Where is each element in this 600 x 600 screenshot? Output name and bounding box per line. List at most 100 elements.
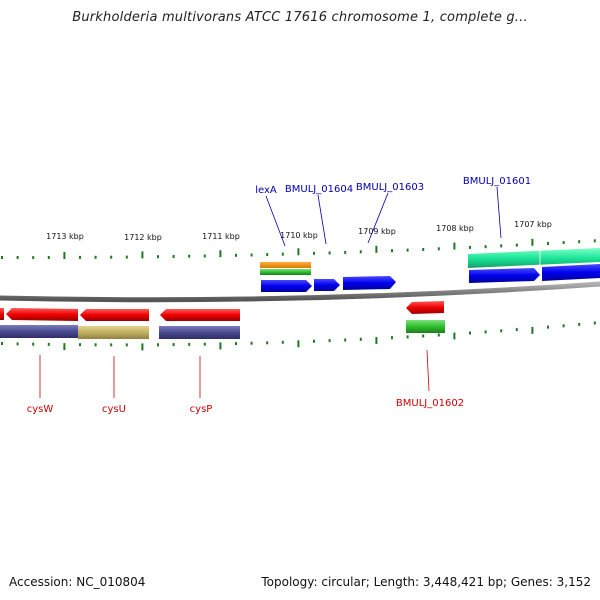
gene-feature-green-small[interactable] [260, 269, 311, 275]
minor-tick [391, 336, 393, 340]
minor-tick [266, 341, 269, 345]
accession-text: Accession: NC_010804 [9, 575, 146, 589]
scale-ticks-bottom [1, 321, 596, 351]
minor-tick [328, 251, 331, 255]
minor-tick [484, 245, 487, 249]
gene-cysP[interactable] [160, 309, 240, 321]
minor-tick [157, 255, 159, 259]
minor-tick [562, 324, 565, 328]
major-tick [375, 337, 378, 344]
minor-tick [437, 333, 440, 337]
minor-tick [32, 256, 35, 260]
minor-tick [203, 254, 206, 258]
minor-tick [188, 342, 191, 346]
minor-tick [266, 253, 269, 257]
minor-tick [359, 337, 362, 341]
minor-tick [547, 325, 549, 329]
scale-label-1709: 1709 kbp [358, 227, 396, 236]
minor-tick [547, 242, 549, 245]
gene-bmulj-01603[interactable] [343, 276, 396, 290]
minor-tick [328, 339, 331, 343]
minor-tick [313, 339, 315, 343]
minor-tick [515, 328, 518, 332]
minor-tick [391, 249, 393, 253]
minor-tick [281, 252, 284, 256]
minor-tick [1, 342, 3, 345]
major-tick [453, 242, 456, 250]
gene-cysW[interactable] [6, 308, 78, 321]
major-tick [219, 250, 222, 258]
gene-feature-orange[interactable] [260, 262, 311, 268]
major-tick [141, 343, 144, 351]
gene-feature-teal[interactable] [468, 248, 600, 268]
gene-reverse-left-edge[interactable] [0, 308, 4, 320]
gene-feature-khaki[interactable] [78, 326, 149, 339]
minor-tick [406, 335, 409, 339]
minor-tick [515, 243, 518, 247]
minor-tick [47, 256, 50, 259]
minor-tick [110, 343, 113, 347]
scale-label-1711: 1711 kbp [202, 232, 240, 241]
gene-feature-navy-1[interactable] [0, 325, 78, 338]
scale-label-1713: 1713 kbp [46, 232, 84, 241]
minor-tick [422, 334, 425, 338]
scale-label-1708: 1708 kbp [436, 224, 474, 233]
minor-tick [16, 342, 19, 346]
major-tick [141, 251, 144, 259]
minor-tick [1, 256, 3, 259]
map-title: Burkholderia multivorans ATCC 17616 chro… [72, 10, 528, 25]
minor-tick [47, 342, 50, 346]
gene-label-bmulj-01603: BMULJ_01603 [356, 182, 424, 193]
minor-tick [172, 343, 175, 347]
minor-tick [250, 341, 253, 345]
gene-forward-right[interactable] [542, 264, 600, 281]
minor-tick [578, 240, 581, 244]
gene-label-cysU: cysU [102, 404, 126, 415]
minor-tick [469, 331, 471, 335]
major-tick [531, 238, 534, 246]
minor-tick [157, 343, 159, 347]
minor-tick [500, 329, 503, 333]
gene-feature-green-rev[interactable] [406, 320, 445, 333]
minor-tick [469, 245, 471, 249]
gene-cysU[interactable] [80, 309, 149, 321]
scale-ticks-top [1, 238, 596, 260]
gene-label-bmulj-01602: BMULJ_01602 [396, 398, 464, 409]
minor-tick [94, 255, 97, 259]
gene-bmulj-01601[interactable] [469, 268, 540, 283]
minor-tick [437, 247, 440, 251]
minor-tick [188, 254, 191, 258]
minor-tick [250, 253, 253, 257]
gene-lexA[interactable] [261, 280, 312, 292]
minor-tick [125, 255, 128, 259]
gene-bmulj-01602[interactable] [406, 301, 444, 314]
chromosome-backbone [0, 281, 600, 303]
minor-tick [79, 255, 81, 259]
major-tick [297, 248, 300, 256]
major-tick [63, 343, 66, 351]
forward-genes [260, 248, 600, 292]
minor-tick [16, 256, 19, 259]
minor-tick [203, 342, 206, 346]
gene-label-bmulj-01604: BMULJ_01604 [285, 184, 353, 195]
leader-lines-bottom [39, 349, 430, 398]
minor-tick [562, 241, 565, 245]
minor-tick [500, 244, 503, 248]
minor-tick [593, 239, 596, 243]
gene-feature-navy-2[interactable] [159, 326, 240, 339]
scale-label-1712: 1712 kbp [124, 233, 162, 242]
minor-tick [593, 321, 596, 325]
minor-tick [125, 343, 128, 347]
major-tick [297, 340, 300, 348]
minor-tick [406, 248, 409, 252]
major-tick [531, 326, 534, 334]
minor-tick [235, 342, 237, 346]
gene-bmulj-01604[interactable] [314, 279, 340, 291]
gene-label-bmulj-01601: BMULJ_01601 [463, 176, 531, 187]
gene-label-cysW: cysW [27, 404, 54, 415]
minor-tick [32, 342, 35, 346]
major-tick [375, 245, 378, 253]
scale-label-1710: 1710 kbp [280, 231, 318, 240]
minor-tick [313, 251, 315, 255]
